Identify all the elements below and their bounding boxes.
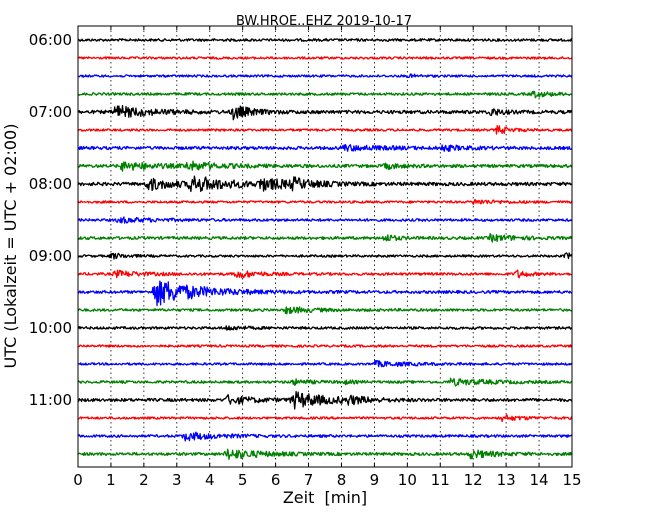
y-axis-label: UTC (Lokalzeit = UTC + 02:00) [1,124,20,369]
x-tick-label: 14 [530,471,549,489]
trace-line [77,325,573,331]
trace-line [77,233,573,243]
y-tick-label: 11:00 [29,391,72,409]
x-tick-label: 8 [337,471,347,489]
x-tick-label: 7 [304,471,314,489]
y-tick-label: 09:00 [29,247,72,265]
trace-line [77,175,573,193]
x-axis-label: Zeit [min] [283,488,367,507]
trace-line [77,280,573,307]
y-tick-label: 08:00 [29,175,72,193]
chart-title: BW.HROE..EHZ 2019-10-17 [236,14,412,29]
plot-frame [77,25,573,468]
trace-line [78,306,573,315]
trace-line [77,252,573,260]
trace-line [77,359,573,368]
x-tick-label: 0 [73,471,83,489]
x-tick-label: 12 [464,471,483,489]
x-ticks: 0 1 2 3 4 5 6 7 8 9 10 11 12 13 14 15 [73,26,582,489]
trace-line [77,199,573,205]
x-gridlines [110,26,540,467]
x-tick-label: 13 [497,471,516,489]
trace-line [77,105,573,121]
y-tick-label: 07:00 [29,103,72,121]
x-tick-label: 6 [271,471,281,489]
trace-line [77,90,573,99]
traces [77,38,573,460]
y-ticks: 06:00 07:00 08:00 09:00 10:00 11:00 [29,31,572,409]
y-tick-label: 06:00 [29,31,72,49]
trace-line [77,448,573,460]
trace-line [77,344,573,348]
x-tick-label: 2 [139,471,149,489]
x-tick-label: 15 [562,471,581,489]
trace-line [77,124,573,135]
trace-line [77,414,573,423]
trace-line [77,144,573,152]
y-tick-label: 10:00 [29,319,72,337]
trace-line [77,390,573,410]
x-tick-label: 10 [398,471,417,489]
x-tick-label: 9 [370,471,380,489]
x-tick-label: 11 [431,471,450,489]
trace-line [77,38,573,42]
trace-line [77,431,573,442]
trace-line [77,160,572,172]
trace-line [77,216,573,224]
trace-line [77,377,573,387]
x-tick-label: 5 [238,471,248,489]
trace-line [77,56,573,60]
trace-line [77,269,573,279]
trace-line [77,73,573,79]
x-tick-label: 1 [106,471,116,489]
x-tick-label: 3 [172,471,182,489]
x-tick-label: 4 [205,471,215,489]
